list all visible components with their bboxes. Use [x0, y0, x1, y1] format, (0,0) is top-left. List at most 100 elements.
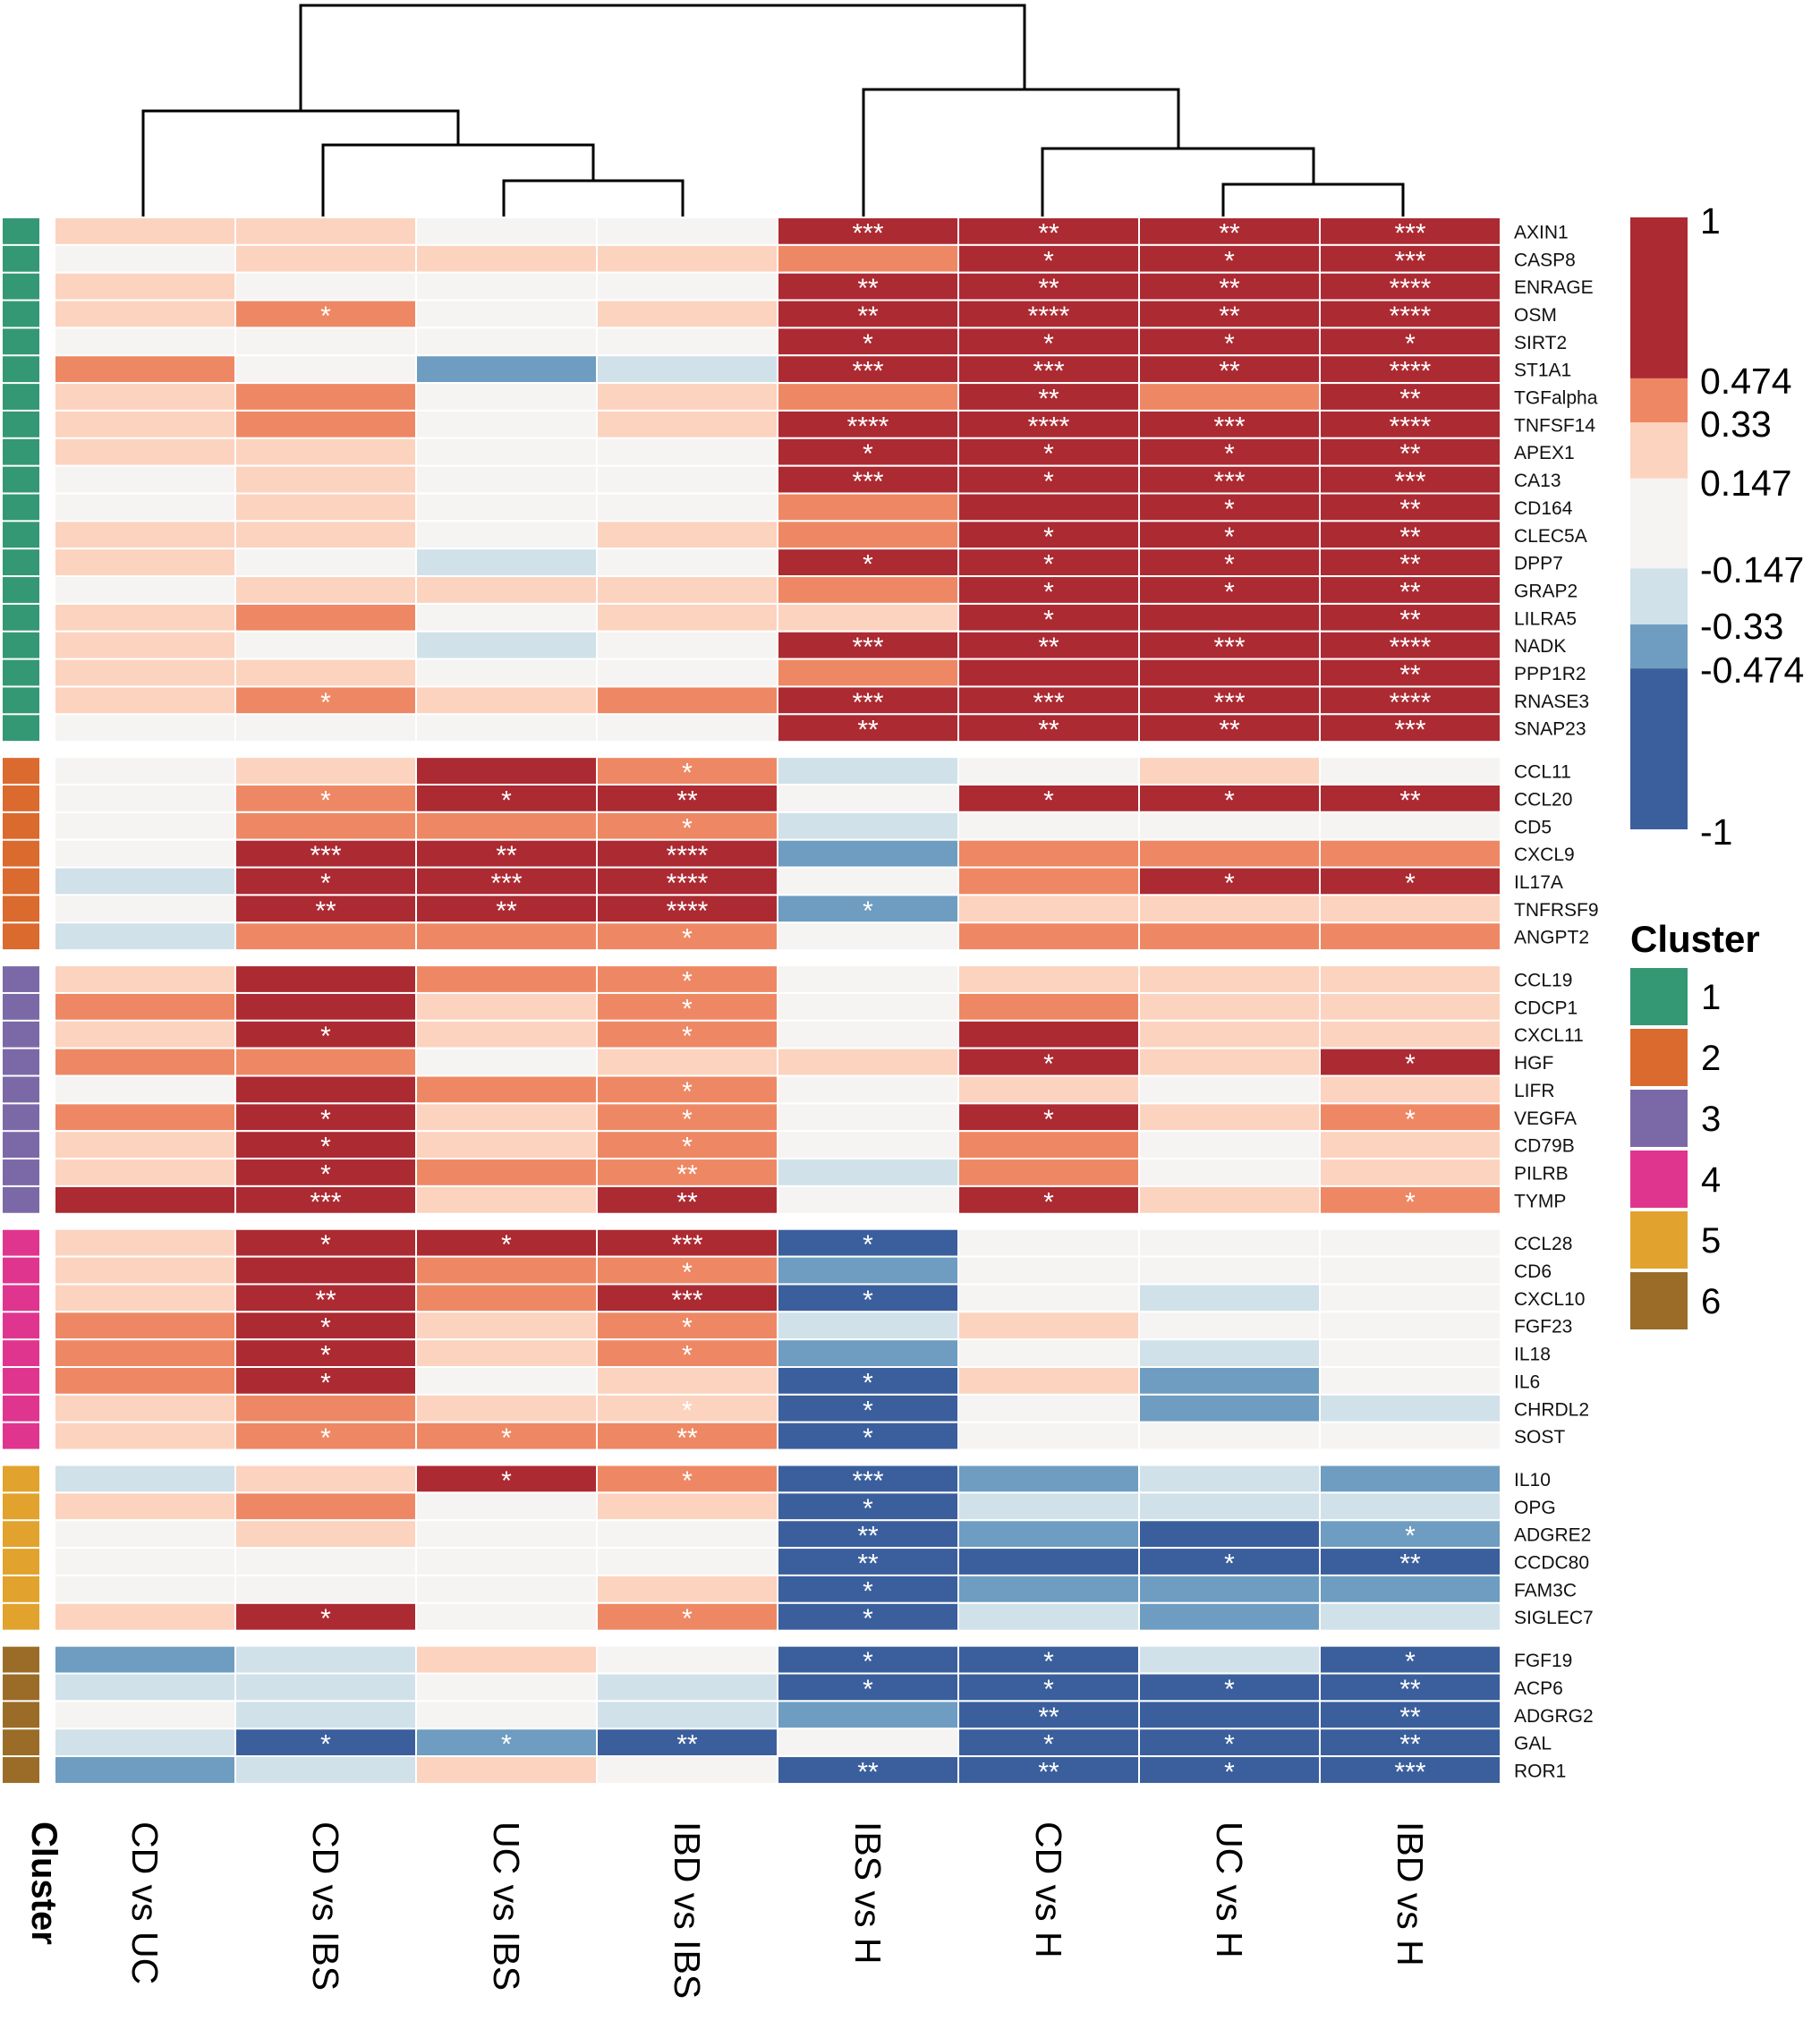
significance-marker-osm-ibd-vs-h: **** — [1390, 301, 1432, 331]
heatmap-cell-dpp7-uc-vs-h — [1138, 548, 1321, 578]
significance-marker-hgf-cd-vs-h: * — [1043, 1049, 1054, 1079]
heatmap-cell-grap2-ibd-vs-h — [1319, 575, 1501, 605]
heatmap-cell-vegfa-cd-vs-h — [957, 1102, 1140, 1133]
heatmap-cell-ca13-cd-vs-uc — [54, 464, 236, 495]
heatmap-cell-cxcl9-cd-vs-ibs — [234, 838, 417, 869]
heatmap-cell-cd164-uc-vs-ibs — [415, 492, 598, 522]
cluster-annotation-sost — [3, 1422, 39, 1449]
heatmap-cell-fgf23-cd-vs-h — [957, 1311, 1140, 1341]
significance-marker-tnfsf14-uc-vs-h: *** — [1213, 412, 1245, 441]
heatmap-cell-enrage-uc-vs-h — [1138, 271, 1321, 301]
heatmap-cell-tnfrsf9-uc-vs-ibs — [415, 894, 598, 924]
significance-marker-snap23-ibd-vs-h: *** — [1394, 716, 1425, 745]
heatmap-cell-sost-cd-vs-h — [957, 1421, 1140, 1451]
heatmap-cell-cxcl11-uc-vs-ibs — [415, 1019, 598, 1049]
significance-marker-il17a-uc-vs-ibs: *** — [490, 869, 522, 898]
heatmap-cell-cd5-cd-vs-uc — [54, 811, 236, 841]
heatmap-cell-gal-ibs-vs-h — [777, 1728, 959, 1758]
gene-label-opg: OPG — [1514, 1498, 1556, 1518]
heatmap-cell-ror1-ibd-vs-ibs — [596, 1755, 778, 1785]
heatmap-cell-snap23-cd-vs-uc — [54, 713, 236, 743]
gene-label-tgfalpha: TGFalpha — [1514, 388, 1598, 409]
heatmap-cell-tymp-uc-vs-ibs — [415, 1185, 598, 1215]
significance-marker-cxcl9-ibd-vs-ibs: **** — [667, 841, 709, 870]
significance-marker-tymp-cd-vs-ibs: *** — [310, 1187, 341, 1217]
heatmap-cell-tnfsf14-cd-vs-uc — [54, 409, 236, 439]
heatmap-cell-siglec7-cd-vs-h — [957, 1601, 1140, 1632]
heatmap-cell-nadk-cd-vs-h — [957, 630, 1140, 660]
heatmap-cell-il6-ibd-vs-h — [1319, 1366, 1501, 1396]
color-scale-legend: -1 -0.474-0.33 -0.147 0.147 0.330.474 1 — [1630, 200, 1804, 853]
significance-marker-dpp7-ibs-vs-h: * — [863, 550, 873, 580]
heatmap-cell-cxcl10-uc-vs-h — [1138, 1283, 1321, 1313]
heatmap-cell-rnase3-cd-vs-uc — [54, 685, 236, 716]
heatmap-cell-tnfsf14-cd-vs-h — [957, 409, 1140, 439]
cluster-annotation-tgfalpha — [3, 384, 39, 410]
heatmap-cell-tnfrsf9-cd-vs-h — [957, 894, 1140, 924]
cluster-annotation-casp8 — [3, 245, 39, 272]
cluster-annotation-il17a — [3, 868, 39, 895]
heatmap-cell-cd6-ibd-vs-h — [1319, 1255, 1501, 1286]
heatmap-cell-snap23-ibd-vs-h — [1319, 713, 1501, 743]
heatmap-cell-sost-cd-vs-uc — [54, 1421, 236, 1451]
heatmap-cell-cd79b-uc-vs-ibs — [415, 1130, 598, 1160]
heatmap-cell-tnfsf14-cd-vs-ibs — [234, 409, 417, 439]
significance-marker-rnase3-uc-vs-h: *** — [1213, 688, 1245, 718]
heatmap-cell-enrage-cd-vs-ibs — [234, 271, 417, 301]
heatmap-cell-apex1-ibd-vs-ibs — [596, 437, 778, 467]
heatmap-cell-clec5a-uc-vs-ibs — [415, 520, 598, 550]
heatmap-cell-pilrb-uc-vs-h — [1138, 1158, 1321, 1187]
significance-marker-axin1-ibd-vs-h: *** — [1394, 218, 1425, 248]
heatmap-cell-cd164-ibd-vs-ibs — [596, 492, 778, 522]
gene-label-osm: OSM — [1514, 305, 1557, 326]
heatmap-cell-fam3c-cd-vs-uc — [54, 1574, 236, 1604]
significance-marker-hgf-ibd-vs-h: * — [1405, 1049, 1416, 1079]
significance-marker-cd164-ibd-vs-h: ** — [1399, 495, 1421, 524]
color-scale-tick-1: 1 — [1700, 200, 1721, 242]
heatmap-cell-cxcl10-cd-vs-ibs — [234, 1283, 417, 1313]
significance-marker-cd5-ibd-vs-ibs: * — [682, 813, 693, 843]
significance-marker-rnase3-ibd-vs-h: **** — [1390, 688, 1432, 718]
heatmap-cell-tgfalpha-cd-vs-h — [957, 382, 1140, 412]
color-scale-tick--0-147: -0.147 — [1700, 549, 1804, 590]
cluster-annotation-hgf — [3, 1049, 39, 1075]
significance-marker-tnfsf14-ibs-vs-h: **** — [847, 412, 889, 441]
gene-label-tnfsf14: TNFSF14 — [1514, 415, 1595, 436]
significance-marker-acp6-cd-vs-h: * — [1043, 1675, 1054, 1704]
heatmap-cell-clec5a-cd-vs-uc — [54, 520, 236, 550]
column-label-ibs-vs-h: IBS vs H — [847, 1821, 889, 1964]
significance-marker-st1a1-uc-vs-h: ** — [1219, 357, 1240, 386]
significance-marker-adgrg2-cd-vs-h: ** — [1038, 1703, 1059, 1732]
gene-label-grap2: GRAP2 — [1514, 581, 1578, 601]
significance-marker-fgf23-cd-vs-ibs: * — [320, 1313, 331, 1343]
heatmap-cell-cxcl10-ibs-vs-h — [777, 1283, 959, 1313]
heatmap-cell-nadk-ibd-vs-h — [1319, 630, 1501, 660]
heatmap-cell-clec5a-cd-vs-ibs — [234, 520, 417, 550]
heatmap-cell-snap23-uc-vs-ibs — [415, 713, 598, 743]
cluster-annotation-nadk — [3, 632, 39, 658]
heatmap-cell-apex1-uc-vs-h — [1138, 437, 1321, 467]
heatmap-cell-lilra5-cd-vs-uc — [54, 602, 236, 633]
heatmap-cell-chrdl2-ibd-vs-h — [1319, 1393, 1501, 1423]
gene-label-cd164: CD164 — [1514, 498, 1573, 519]
significance-marker-snap23-ibs-vs-h: ** — [857, 716, 879, 745]
gene-label-cd79b: CD79B — [1514, 1136, 1575, 1157]
significance-marker-snap23-cd-vs-h: ** — [1038, 716, 1059, 745]
significance-marker-vegfa-cd-vs-ibs: * — [320, 1105, 331, 1134]
cluster-legend-label-1: 1 — [1701, 978, 1721, 1017]
heatmap-cell-adgre2-cd-vs-uc — [54, 1519, 236, 1550]
gene-label-sost: SOST — [1514, 1427, 1565, 1448]
gene-label-ccl19: CCL19 — [1514, 971, 1572, 991]
heatmap-cell-fgf23-cd-vs-ibs — [234, 1311, 417, 1341]
significance-marker-apex1-ibd-vs-h: ** — [1399, 439, 1421, 469]
heatmap-cell-il6-cd-vs-h — [957, 1366, 1140, 1396]
heatmap-cell-ppp1r2-cd-vs-ibs — [234, 658, 417, 688]
significance-marker-il17a-ibd-vs-ibs: **** — [667, 869, 709, 898]
heatmap-cell-ccl11-cd-vs-h — [957, 756, 1140, 786]
significance-marker-ca13-cd-vs-h: * — [1043, 467, 1054, 497]
heatmap-cell-st1a1-ibs-vs-h — [777, 354, 959, 385]
significance-marker-opg-ibs-vs-h: * — [863, 1494, 873, 1524]
heatmap-cell-ror1-ibd-vs-h — [1319, 1755, 1501, 1785]
heatmap-cell-nadk-cd-vs-uc — [54, 630, 236, 660]
heatmap-cell-cxcl10-cd-vs-uc — [54, 1283, 236, 1313]
